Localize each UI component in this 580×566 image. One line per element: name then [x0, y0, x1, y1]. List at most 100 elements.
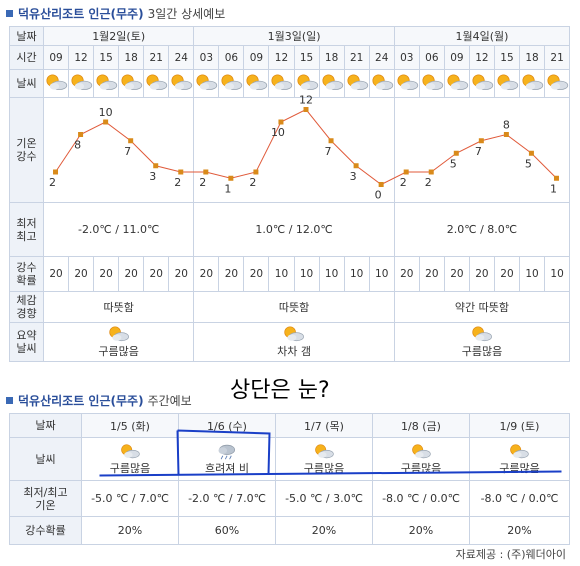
precip-prob-cell: 20	[168, 256, 195, 292]
weekly-temps: -8.0 ℃ / 0.0℃	[372, 480, 470, 517]
temperature-point	[428, 169, 434, 175]
temperature-label: 1	[550, 182, 557, 195]
hour-cell: 12	[468, 45, 495, 70]
hour-cell: 24	[168, 45, 195, 70]
hour-cell: 21	[343, 45, 370, 70]
hour-weather-cell	[168, 69, 195, 98]
location-name: 덕유산리조트 인근(무주)	[18, 7, 144, 21]
summary-text: 구름많음	[98, 345, 139, 358]
temperature-label: 10	[99, 106, 113, 119]
partly-cloudy-icon	[395, 73, 418, 95]
temperature-point	[503, 132, 509, 137]
hour-cell: 09	[243, 45, 270, 70]
precip-prob-header-line2: 확률	[16, 274, 37, 287]
date-header: 날짜	[9, 26, 44, 46]
summary-row: 요약 날씨 구름많음 차차 갬 구름많음	[9, 322, 571, 362]
temperature-label: 12	[299, 94, 313, 107]
time-row: 시간 09 12 15 18 21 24 03 06 09 12 15 18 21 24 03 06 09 12 15…	[9, 45, 571, 70]
partly-cloudy-icon	[345, 73, 368, 95]
partly-cloudy-icon	[546, 73, 569, 95]
temperature-point	[278, 119, 284, 125]
hour-weather-cell	[243, 69, 270, 98]
temperature-precip-row: 기온 강수	[9, 97, 571, 203]
weekly-forecast-table: 날짜 1/5 (화) 1/6 (수) 1/7 (목) 1/8 (금) 1/9 (토) 날씨 …	[9, 413, 570, 545]
partly-cloudy-icon	[220, 73, 243, 95]
feel-row: 체감 경향 따뜻함 따뜻함 약간 따뜻함	[9, 291, 571, 323]
temp-precip-header-line1: 기온	[16, 137, 37, 150]
partly-cloudy-icon	[270, 73, 293, 95]
weekly-weather-cell: 구름많음	[81, 437, 179, 481]
summary-text: 차차 갬	[277, 345, 311, 358]
temperature-point	[128, 138, 134, 144]
precip-prob-row: 강수 확률 20 20 20 20 20 20 20 20 20 10 10 10 10 10 20 20 20 20…	[9, 256, 571, 292]
temperature-label: 8	[74, 139, 81, 152]
partly-cloudy-icon	[45, 325, 193, 343]
weekly-temp-header: 최저/최고 기온	[9, 480, 82, 517]
temperature-point	[53, 169, 59, 175]
temperature-point	[478, 138, 484, 144]
day-summary: 구름많음	[393, 322, 571, 362]
weekly-temps: -2.0 ℃ / 7.0℃	[178, 480, 276, 517]
hour-weather-cell	[443, 69, 470, 98]
weekly-temp-header-line2: 기온	[35, 498, 56, 512]
temperature-label: 2	[199, 176, 206, 189]
weekly-prob: 20%	[275, 516, 373, 545]
partly-cloudy-icon	[471, 443, 569, 460]
hour-weather-cell	[193, 69, 220, 98]
weekly-date: 1/7 (목)	[275, 413, 373, 438]
temperature-point	[378, 182, 384, 187]
hour-cell: 18	[118, 45, 145, 70]
precip-prob-cell: 10	[544, 256, 571, 292]
weekly-weather-cell: 구름많음	[469, 437, 570, 481]
forecast-type: 3일간 상세예보	[147, 7, 226, 21]
minmax-row: 최저 최고 -2.0℃ / 11.0℃ 1.0℃ / 12.0℃ 2.0℃ / 8.0℃	[9, 202, 571, 257]
temperature-point	[228, 175, 234, 181]
graph-area	[393, 97, 571, 203]
hour-cell: 03	[193, 45, 220, 70]
summary-header-line2: 날씨	[16, 342, 37, 355]
hour-cell: 24	[368, 45, 395, 70]
hour-cell: 09	[42, 45, 70, 70]
overlay-question-text: 상단은 눈?	[230, 378, 330, 403]
minmax-header-line1: 최저	[16, 216, 37, 230]
hour-cell: 21	[143, 45, 170, 70]
partly-cloudy-icon	[277, 443, 372, 460]
weather-header-line1: 날씨	[16, 77, 37, 90]
temperature-label: 2	[400, 176, 407, 189]
weekly-weather-cell: 구름많음	[372, 437, 470, 481]
weekly-weather-text: 구름많음	[303, 461, 345, 475]
feel-header-line2: 경향	[16, 307, 37, 320]
section-title-3day: 덕유산리조트 인근(무주) 3일간 상세예보	[6, 6, 225, 22]
temperature-label: 1	[224, 182, 231, 195]
partly-cloudy-icon	[245, 73, 268, 95]
weekly-temps: -8.0 ℃ / 0.0℃	[469, 480, 570, 517]
day-summary: 차차 갬	[193, 322, 395, 362]
weekly-weather-header-line1: 날씨	[35, 452, 56, 466]
partly-cloudy-icon	[83, 443, 178, 460]
weekly-date: 1/5 (화)	[81, 413, 179, 438]
weekly-weather-cell: 구름많음	[275, 437, 373, 481]
precip-prob-cell: 20	[93, 256, 120, 292]
data-credit: 자료제공 : (주)웨더아이	[455, 548, 566, 561]
weekly-prob: 60%	[178, 516, 276, 545]
weekly-temp-header-line1: 최저/최고	[23, 485, 68, 499]
temperature-point	[178, 169, 184, 175]
temperature-point	[553, 175, 559, 181]
temperature-label: 3	[149, 170, 156, 183]
temperature-point	[78, 132, 84, 137]
temperature-label: 5	[450, 157, 457, 170]
hour-weather-cell	[42, 69, 70, 98]
temperature-label: 7	[124, 145, 131, 158]
weekly-weather-header: 날씨	[9, 437, 82, 481]
temp-precip-header-line2: 강수	[16, 150, 37, 163]
weekly-date-row: 날짜 1/5 (화) 1/6 (수) 1/7 (목) 1/8 (금) 1/9 (토)	[9, 413, 570, 438]
temperature-point	[528, 150, 534, 156]
temperature-point	[253, 169, 259, 175]
bullet-icon	[6, 397, 13, 404]
feel-trend: 따뜻함	[42, 291, 195, 323]
weekly-weather-text: 구름많음	[109, 461, 151, 475]
hour-cell: 15	[493, 45, 521, 70]
weekly-date: 1/8 (금)	[372, 413, 470, 438]
weekly-weather-text: 구름많음	[400, 461, 442, 475]
weekly-temps: -5.0 ℃ / 7.0℃	[81, 480, 179, 517]
